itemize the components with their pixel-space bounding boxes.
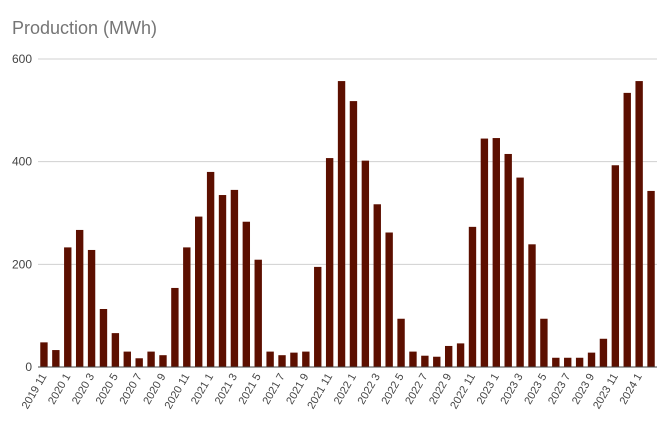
bar — [587, 352, 596, 367]
bar — [195, 216, 203, 367]
bar — [456, 343, 465, 367]
bar — [230, 189, 239, 367]
bar — [397, 318, 405, 367]
bar — [159, 355, 167, 367]
x-tick-label: 2019 11 — [20, 372, 50, 412]
bar — [540, 318, 548, 367]
bar — [218, 195, 227, 367]
bar — [385, 232, 393, 367]
bar — [349, 101, 358, 368]
bar — [87, 249, 96, 367]
y-tick-label: 200 — [12, 257, 32, 271]
bar — [99, 308, 108, 367]
bar — [361, 160, 370, 367]
bar — [254, 259, 262, 367]
chart-title: Production (MWh) — [12, 18, 158, 38]
bar — [504, 153, 512, 367]
bar — [337, 81, 346, 367]
bar — [40, 342, 48, 367]
bar — [147, 351, 155, 367]
bar — [373, 204, 381, 367]
bar — [480, 138, 489, 367]
bar — [171, 287, 179, 367]
bar — [647, 190, 655, 367]
bar — [611, 165, 620, 367]
bar — [75, 229, 84, 367]
bar — [552, 357, 560, 367]
bar — [302, 351, 310, 367]
bar — [635, 81, 643, 367]
bar — [325, 158, 334, 367]
bar — [266, 351, 274, 367]
bar — [290, 352, 298, 367]
gridlines — [38, 58, 657, 265]
bar — [564, 357, 572, 367]
bar — [444, 345, 453, 367]
y-tick-label: 600 — [12, 52, 32, 66]
bar — [575, 357, 584, 367]
bar — [468, 226, 477, 367]
bar — [314, 266, 322, 367]
bar — [242, 221, 251, 367]
bar — [492, 138, 500, 367]
bar — [183, 247, 191, 367]
bar — [52, 350, 60, 367]
bar — [123, 351, 131, 367]
bar — [278, 355, 286, 367]
x-tick-label: 2024 1 — [618, 372, 645, 407]
bar — [135, 358, 143, 367]
bar — [433, 356, 441, 367]
bars — [40, 81, 655, 368]
bar — [623, 92, 631, 367]
y-tick-label: 400 — [12, 155, 32, 169]
bar — [516, 177, 524, 367]
bar — [528, 244, 536, 367]
y-tick-label: 0 — [25, 360, 32, 374]
bar — [64, 247, 72, 367]
bar — [111, 333, 120, 367]
bar — [599, 338, 608, 367]
bar — [206, 171, 215, 367]
bar — [421, 355, 429, 367]
bar — [409, 351, 417, 367]
